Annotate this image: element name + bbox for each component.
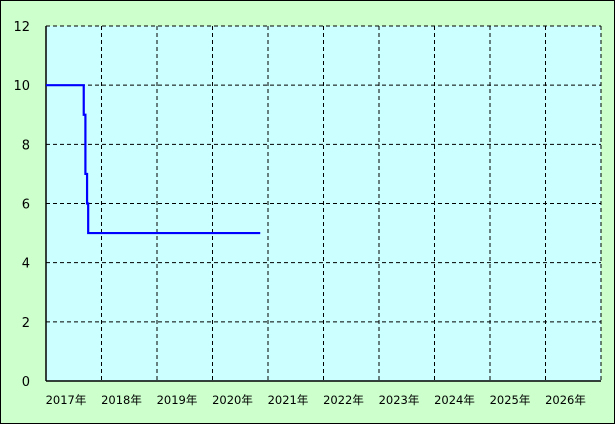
y-tick-label: 0 [22, 375, 30, 390]
x-tick-label: 2020年 [212, 393, 253, 407]
x-tick-label: 2019年 [157, 393, 198, 407]
x-tick-label: 2018年 [101, 393, 142, 407]
y-tick-label: 4 [22, 257, 30, 272]
x-tick-label: 2026年 [545, 393, 586, 407]
series-line [46, 84, 261, 235]
y-tick-label: 8 [22, 138, 30, 153]
y-tick-label: 2 [22, 316, 30, 331]
y-tick-label: 10 [13, 79, 30, 94]
x-tick-label: 2023年 [379, 393, 420, 407]
y-tick-label: 6 [22, 198, 30, 213]
x-tick-label: 2017年 [46, 393, 87, 407]
x-tick-label: 2024年 [434, 393, 475, 407]
x-tick-label: 2022年 [323, 393, 364, 407]
x-tick-label: 2025年 [490, 393, 531, 407]
y-tick-label: 12 [13, 20, 30, 35]
x-tick-label: 2021年 [268, 393, 309, 407]
